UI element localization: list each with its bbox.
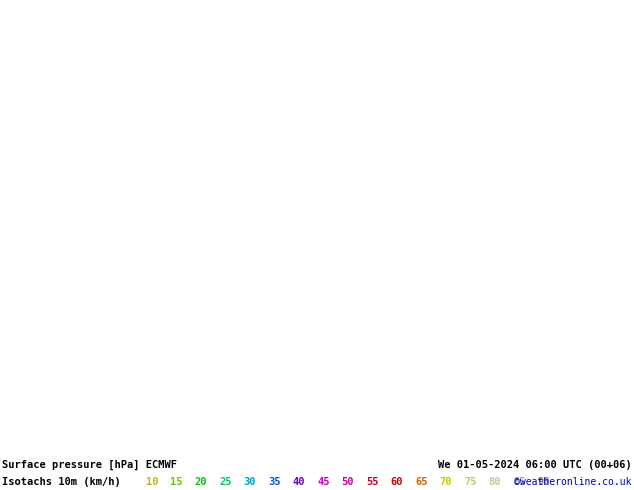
- Text: 25: 25: [219, 477, 232, 487]
- Text: 15: 15: [171, 477, 183, 487]
- Text: 60: 60: [391, 477, 403, 487]
- Text: 65: 65: [415, 477, 428, 487]
- Text: 80: 80: [489, 477, 501, 487]
- Text: 50: 50: [342, 477, 354, 487]
- Text: 85: 85: [514, 477, 526, 487]
- Text: 70: 70: [440, 477, 452, 487]
- Text: 35: 35: [268, 477, 281, 487]
- Text: We 01-05-2024 06:00 UTC (00+06): We 01-05-2024 06:00 UTC (00+06): [438, 460, 632, 470]
- Text: 30: 30: [243, 477, 256, 487]
- Text: 55: 55: [366, 477, 378, 487]
- Text: 45: 45: [317, 477, 330, 487]
- Text: 90: 90: [538, 477, 550, 487]
- Text: 40: 40: [293, 477, 305, 487]
- Text: Isotachs 10m (km/h): Isotachs 10m (km/h): [2, 477, 120, 487]
- Text: Surface pressure [hPa] ECMWF: Surface pressure [hPa] ECMWF: [2, 460, 177, 470]
- Text: 20: 20: [195, 477, 207, 487]
- Text: 10: 10: [146, 477, 158, 487]
- Text: 75: 75: [464, 477, 477, 487]
- Text: ©weatheronline.co.uk: ©weatheronline.co.uk: [515, 477, 632, 487]
